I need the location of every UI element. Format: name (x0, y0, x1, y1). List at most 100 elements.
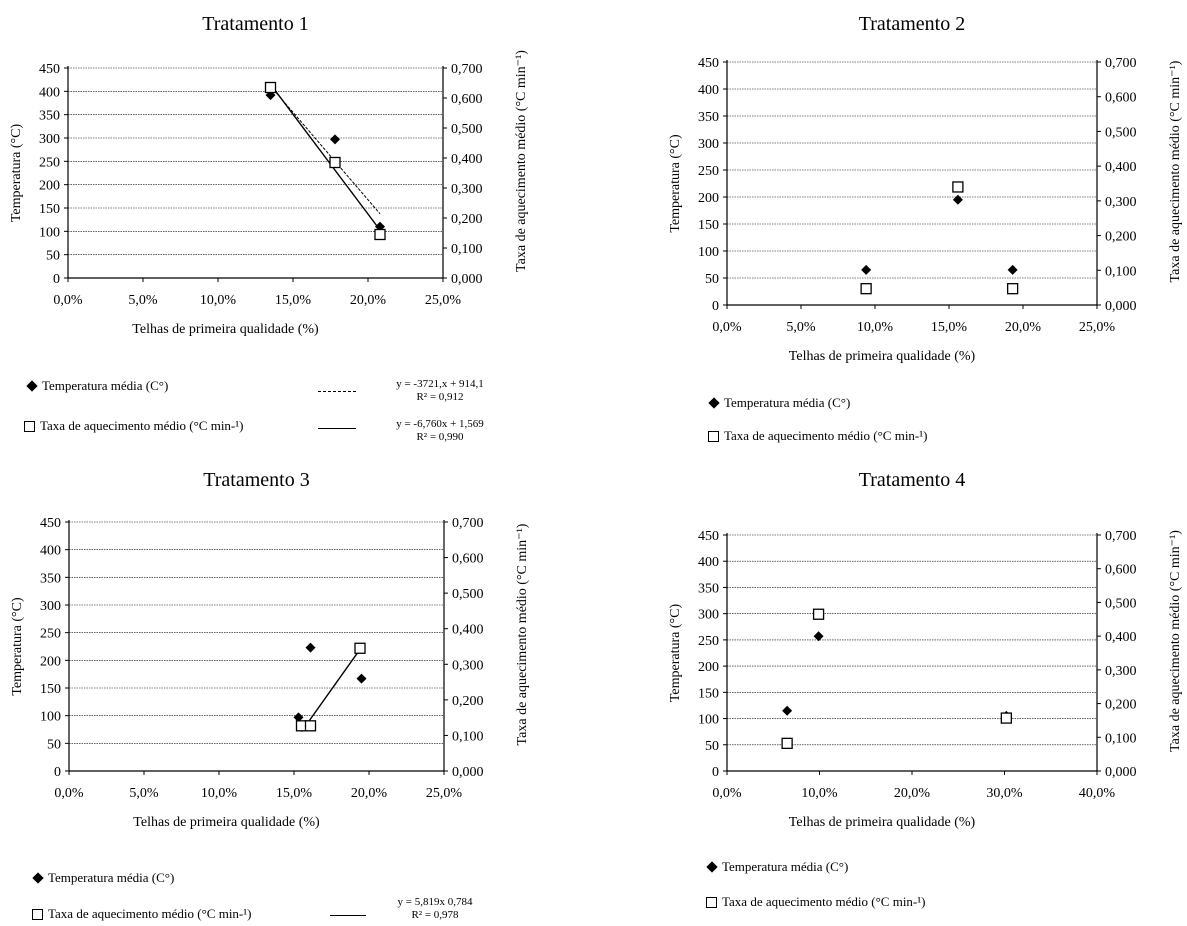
temperature-point (952, 194, 963, 205)
y-tick-label: 250 (698, 164, 719, 179)
y-tick-label: 100 (39, 225, 60, 240)
legend-label-temperatura: Temperatura média (C°) (48, 870, 175, 885)
rate-point (295, 720, 308, 732)
y-tick-label: 400 (39, 85, 60, 100)
temperature-point (1007, 264, 1018, 275)
y-tick-label: 400 (698, 555, 719, 570)
y2-tick-label: 0,400 (1105, 160, 1137, 175)
chart-panel-1: Tratamento 1 0 50 100 150 200 250 300 350 400 450 0… (0, 0, 590, 460)
diamond-marker-icon (706, 861, 718, 873)
y-axis-label: Temperatura (°C) (10, 597, 25, 696)
x-tick-label: 0,0% (712, 320, 742, 335)
x-tick-label: 15,0% (275, 293, 312, 308)
temperature-point (1001, 710, 1012, 721)
y-tick-label: 0 (53, 272, 60, 287)
rate-point (304, 720, 317, 732)
y-tick-label: 450 (39, 62, 60, 77)
legend-item-taxa: Taxa de aquecimento médio (°C min-¹) (32, 906, 251, 922)
legend-label-taxa: Taxa de aquecimento médio (°C min-¹) (48, 906, 252, 921)
y-axis-label: Temperatura (°C) (9, 124, 24, 223)
y-axis-label: Temperatura (°C) (668, 134, 683, 233)
x-tick-label: 0,0% (712, 786, 742, 801)
y-tick-label: 0 (54, 765, 61, 780)
legend-item-temperatura: Temperatura média (C°) (706, 859, 848, 875)
y-tick-label: 0 (712, 299, 719, 314)
x-tick-label: 5,0% (786, 320, 816, 335)
y2-tick-label: 0,600 (1105, 91, 1137, 106)
y2-tick-label: 0,600 (452, 552, 484, 567)
y2-tick-label: 0,200 (452, 694, 484, 709)
y-tick-label: 350 (698, 110, 719, 125)
y-tick-label: 50 (47, 737, 61, 752)
rate-point (781, 737, 793, 750)
diamond-marker-icon (26, 380, 38, 392)
x-tick-label: 15,0% (276, 786, 313, 801)
legend-item-taxa: Taxa de aquecimento médio (°C min-¹) (24, 418, 243, 434)
y2-tick-label: 0,400 (1105, 630, 1137, 645)
x-tick-label: 10,0% (801, 786, 838, 801)
x-tick-label: 10,0% (857, 320, 894, 335)
y2-tick-label: 0,000 (1105, 299, 1137, 314)
y-tick-label: 350 (698, 581, 719, 596)
y2-axis-label: Taxa de aquecimento médio (°C min⁻¹) (1168, 60, 1183, 282)
legend-item-taxa: Taxa de aquecimento médio (°C min-¹) (708, 428, 927, 444)
y2-tick-label: 0,000 (451, 272, 483, 287)
y2-axis-label: Taxa de aquecimento médio (°C min⁻¹) (515, 523, 530, 745)
y-tick-label: 200 (39, 179, 60, 194)
rate-point (374, 228, 386, 241)
x-tick-label: 5,0% (129, 786, 159, 801)
rate-point (329, 156, 341, 169)
y2-tick-label: 0,100 (1105, 731, 1137, 746)
y-tick-label: 400 (698, 83, 719, 98)
y2-tick-label: 0,100 (451, 242, 483, 257)
x-tick-label: 20,0% (350, 293, 387, 308)
x-axis-label: Telhas de primeira qualidade (%) (789, 815, 976, 830)
x-tick-label: 25,0% (1079, 320, 1116, 335)
legend-label-taxa: Taxa de aquecimento médio (°C min-¹) (40, 418, 244, 433)
x-tick-label: 25,0% (426, 786, 463, 801)
y-tick-label: 50 (705, 272, 719, 287)
diamond-marker-icon (708, 397, 720, 409)
legend-solid-line (330, 915, 366, 916)
y-tick-label: 150 (39, 202, 60, 217)
y-tick-label: 0 (712, 765, 719, 780)
temperature-point (305, 642, 316, 653)
equation-text: y = -3721,x + 914,1 (396, 378, 484, 390)
chart-svg-1: Tratamento 1 0 50 100 150 200 250 300 350 400 450 0… (9, 13, 529, 337)
y-tick-label: 350 (40, 571, 61, 586)
x-axis-label: Telhas de primeira qualidade (%) (132, 322, 319, 337)
y-tick-label: 300 (39, 132, 60, 147)
x-axis-label: Telhas de primeira qualidade (%) (789, 349, 976, 364)
temperature-point (782, 705, 793, 716)
y2-tick-label: 0,400 (452, 623, 484, 638)
square-marker-icon (32, 908, 43, 920)
y2-tick-label: 0,700 (452, 516, 484, 531)
y-tick-label: 100 (698, 713, 719, 728)
x-tick-label: 0,0% (54, 786, 84, 801)
y-tick-label: 50 (705, 739, 719, 754)
y2-tick-label: 0,700 (1105, 56, 1137, 71)
x-tick-label: 30,0% (986, 786, 1023, 801)
y-tick-label: 450 (698, 529, 719, 544)
x-tick-label: 15,0% (931, 320, 968, 335)
y2-tick-label: 0,300 (1105, 664, 1137, 679)
y-tick-label: 250 (40, 627, 61, 642)
chart-title: Tratamento 4 (859, 469, 965, 491)
x-tick-label: 40,0% (1079, 786, 1116, 801)
y2-tick-label: 0,500 (451, 122, 483, 137)
temperature-point (356, 673, 367, 684)
legend-dashed-line (318, 391, 356, 392)
trendline-solid (269, 83, 381, 231)
x-tick-label: 20,0% (351, 786, 388, 801)
legend-equation-1b: y = -6,760x + 1,569 R² = 0,990 (385, 418, 495, 444)
y-tick-label: 450 (40, 516, 61, 531)
r2-text: R² = 0,912 (416, 391, 464, 403)
y-tick-label: 150 (40, 682, 61, 697)
chart-title: Tratamento 1 (202, 13, 308, 35)
y2-tick-label: 0,600 (451, 92, 483, 107)
y2-tick-label: 0,300 (451, 182, 483, 197)
y2-tick-label: 0,200 (1105, 230, 1137, 245)
rate-point (1006, 283, 1019, 295)
y2-tick-label: 0,500 (1105, 596, 1137, 611)
y2-tick-label: 0,500 (452, 587, 484, 602)
